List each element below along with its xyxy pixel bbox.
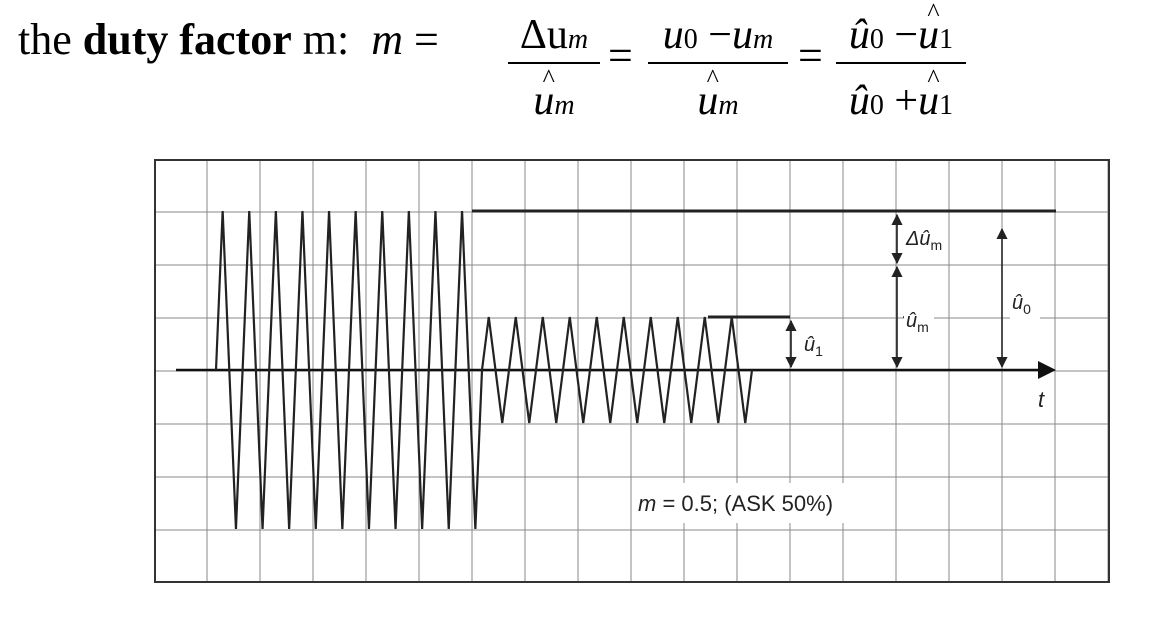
t-axis-label: t <box>1038 387 1045 412</box>
formula-lead: the duty factor m: m = <box>18 18 439 62</box>
ask-modulation-diagram: t û1 Δûm ûm û0 m = 0.5; (ASK 50%) <box>154 159 1110 583</box>
modulation-caption: m = 0.5; (ASK 50%) <box>638 491 833 516</box>
diagram-frame <box>154 159 1110 583</box>
lead-bold-term: duty factor <box>82 15 292 64</box>
fraction-1-bar <box>508 62 600 64</box>
carrier-low-amplitude <box>480 316 754 424</box>
time-axis-arrow-icon <box>1038 361 1056 379</box>
fraction-1-denominator: u ^ m <box>533 64 575 124</box>
lead-equals: = <box>413 15 439 64</box>
lead-suffix: m: <box>302 15 350 64</box>
u1-label: û1 <box>804 334 823 359</box>
fraction-3-denominator: û0 +u ^ 1 <box>848 64 954 124</box>
um-label-bg <box>904 299 934 337</box>
modulation-diagram-svg: t û1 Δûm ûm û0 m = 0.5; (ASK 50%) <box>154 159 1110 583</box>
fraction-1-numerator: Δum <box>519 12 589 58</box>
carrier-high-amplitude <box>214 210 484 530</box>
fraction-3-numerator: û0 −u ^ 1 <box>848 0 954 58</box>
fraction-1: Δum u ^ m <box>508 0 600 130</box>
fraction-2-denominator: u ^ m <box>697 64 739 124</box>
fraction-2-numerator: u0 −um <box>662 12 774 58</box>
equals-sign-1: = <box>608 31 633 80</box>
caption-bg <box>632 483 878 523</box>
fraction-3: û0 −u ^ 1 û0 +u ^ 1 <box>836 0 966 130</box>
lead-prefix: the <box>18 15 72 64</box>
fraction-3-bar <box>836 62 966 64</box>
lead-variable: m <box>371 15 403 64</box>
duty-factor-formula: the duty factor m: m = Δum u ^ m = u0 −um … <box>0 0 1167 150</box>
fraction-2: u0 −um u ^ m <box>648 0 788 130</box>
delta-um-label: Δûm <box>905 228 942 253</box>
u0-label: û0 <box>1012 292 1031 317</box>
um-label: ûm <box>906 310 929 335</box>
equals-sign-2: = <box>798 31 823 80</box>
u0-label-bg <box>1010 285 1040 321</box>
fraction-2-bar <box>648 62 788 64</box>
